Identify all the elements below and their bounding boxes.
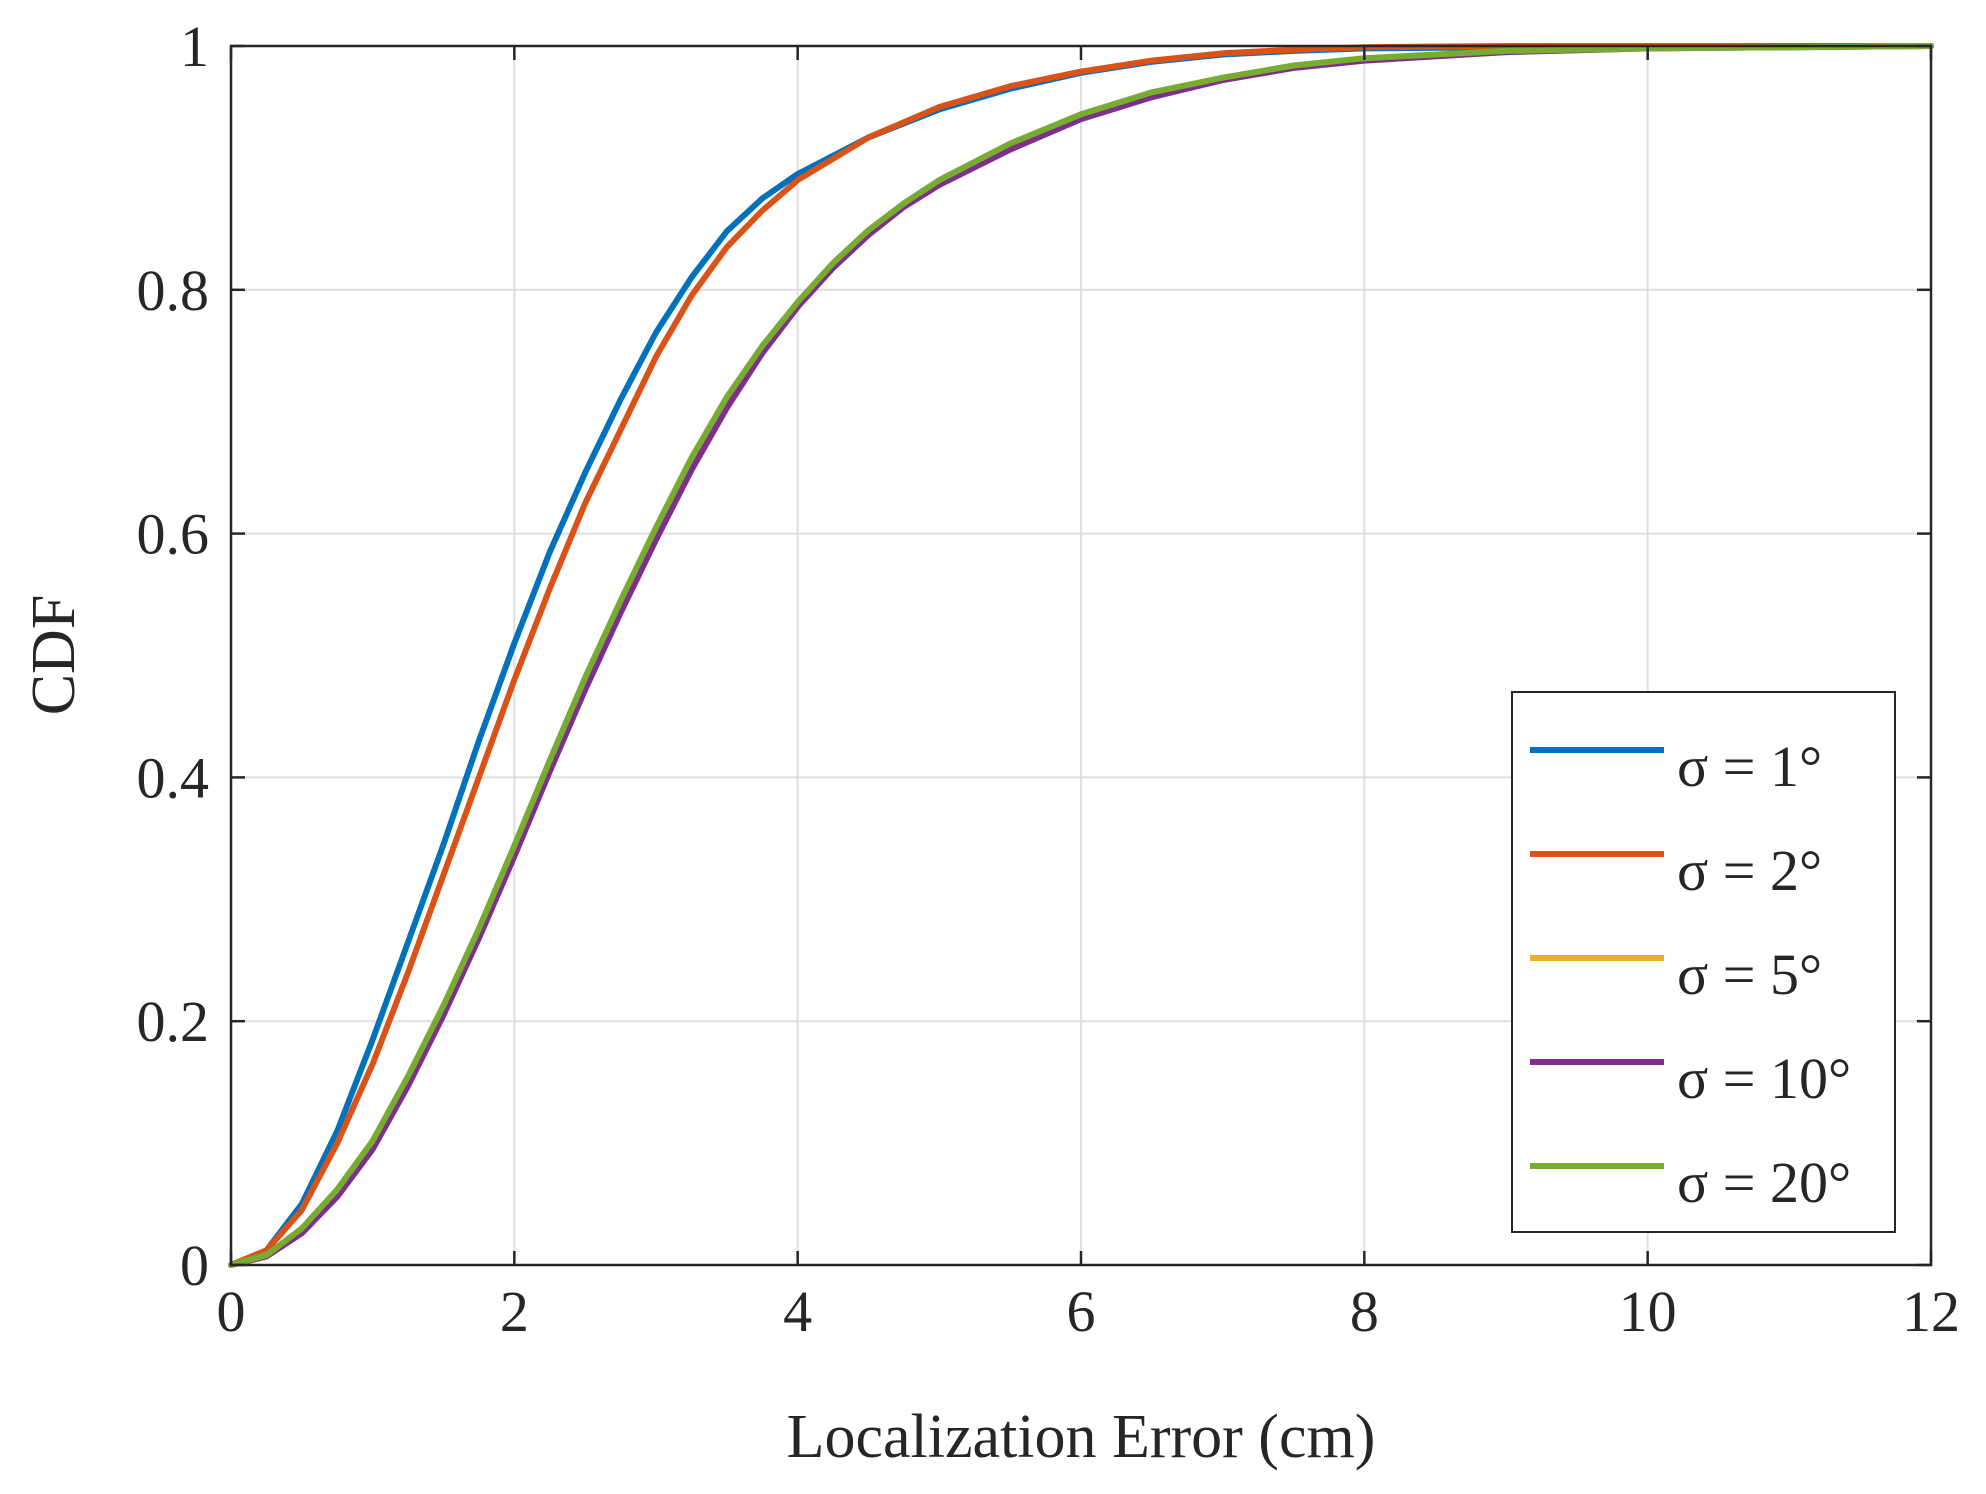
legend-label: σ = 20° (1677, 1150, 1851, 1215)
x-tick-label: 6 (1067, 1279, 1096, 1344)
x-tick-label: 12 (1902, 1279, 1960, 1344)
y-tick-label: 0.2 (137, 989, 210, 1054)
legend-item: σ = 5° (1530, 942, 1822, 1007)
y-tick-label: 0.8 (137, 258, 210, 323)
legend-item: σ = 20° (1530, 1150, 1851, 1215)
y-tick-label: 0.4 (137, 745, 210, 810)
y-tick-label: 1 (180, 14, 209, 79)
legend-label: σ = 10° (1677, 1046, 1851, 1111)
tick-marks (229, 44, 1933, 1267)
x-tick-label: 2 (500, 1279, 529, 1344)
legend-label: σ = 5° (1677, 942, 1822, 1007)
series-lines (228, 43, 1934, 1268)
legend-label: σ = 1° (1677, 734, 1822, 799)
legend-item: σ = 2° (1530, 838, 1822, 903)
series-line-2 (228, 43, 1934, 1268)
x-tick-label: 4 (783, 1279, 812, 1344)
x-tick-label: 10 (1619, 1279, 1677, 1344)
legend-box (1511, 691, 1896, 1233)
x-axis-label: Localization Error (cm) (787, 1403, 1376, 1471)
x-tick-labels: 0 2 4 6 8 10 12 (217, 1279, 1961, 1344)
x-tick-label: 0 (217, 1279, 246, 1344)
x-tick-label: 8 (1350, 1279, 1379, 1344)
legend-label: σ = 2° (1677, 838, 1822, 903)
legend: σ = 1° σ = 2° σ = 5° σ = 10° σ = 20° (1511, 691, 1896, 1233)
y-axis-label: CDF (20, 595, 88, 716)
legend-item: σ = 1° (1530, 734, 1822, 799)
series-line-5 (228, 43, 1934, 1268)
y-tick-labels: 0 0.2 0.4 0.6 0.8 1 (137, 14, 210, 1298)
legend-item: σ = 10° (1530, 1046, 1851, 1111)
y-tick-label: 0.6 (137, 502, 210, 567)
y-tick-label: 0 (180, 1233, 209, 1298)
